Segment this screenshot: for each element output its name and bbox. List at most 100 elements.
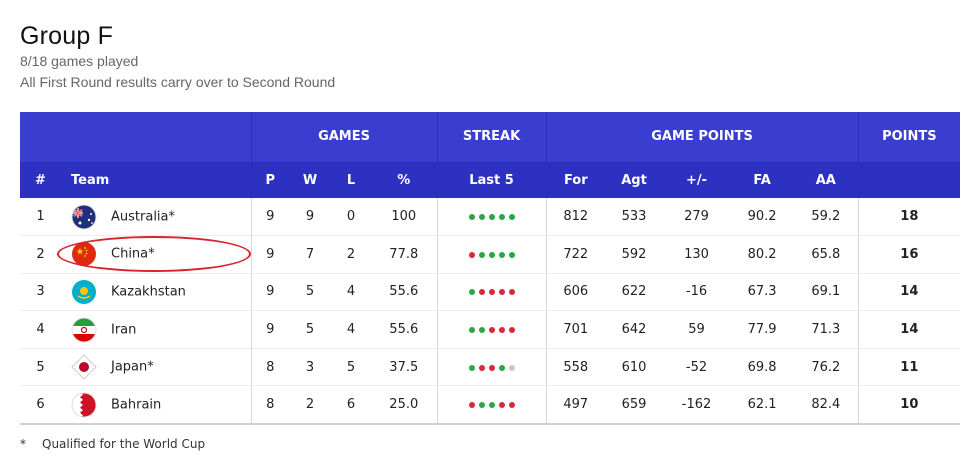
col-header-percent[interactable]: %: [371, 161, 438, 198]
fa-cell: 62.1: [730, 385, 795, 425]
japan-flag-icon: [71, 354, 97, 380]
rank-cell: 6: [20, 385, 61, 425]
team-cell[interactable]: Bahrain: [61, 385, 252, 425]
team-name[interactable]: Bahrain: [111, 397, 162, 413]
games-played-text: 8/18 games played: [20, 53, 139, 69]
played-cell: 9: [251, 235, 289, 274]
lost-cell: 0: [331, 198, 371, 237]
col-header-fa[interactable]: FA: [730, 161, 795, 198]
points-for-cell: 606: [546, 273, 606, 312]
table-row[interactable]: 2 China* 9 7 2 77.8 722 592 130 80.2 65.8 16: [20, 235, 961, 274]
column-header-row: # Team P W L % Last 5 For Agt +/- FA AA: [20, 161, 961, 198]
streak-cell: [437, 273, 547, 312]
col-header-points[interactable]: [858, 161, 961, 198]
win-dot: [508, 214, 515, 221]
win-dot: [508, 251, 515, 258]
loss-dot: [478, 289, 485, 296]
played-cell: 8: [251, 385, 289, 425]
team-name[interactable]: Kazakhstan: [111, 284, 186, 300]
group-header-points: POINTS: [858, 112, 961, 162]
played-cell: 9: [251, 273, 289, 312]
points-for-cell: 558: [546, 348, 606, 387]
table-row[interactable]: 1 Australia* 9 9 0 100 812 533 279 90.2 59.2 18: [20, 198, 961, 237]
points-for-cell: 722: [546, 235, 606, 274]
loss-dot: [508, 327, 515, 334]
col-header-last5[interactable]: Last 5: [437, 161, 547, 198]
loss-dot: [488, 364, 495, 371]
kazakhstan-flag-icon: [71, 279, 97, 305]
total-points-cell: 10: [858, 385, 961, 425]
team-name[interactable]: China*: [111, 246, 155, 262]
percent-cell: 25.0: [371, 385, 438, 425]
total-points-cell: 16: [858, 235, 961, 274]
col-header-played[interactable]: P: [251, 161, 289, 198]
col-header-lost[interactable]: L: [331, 161, 371, 198]
col-header-aa[interactable]: AA: [794, 161, 859, 198]
points-against-cell: 659: [605, 385, 664, 425]
loss-dot: [498, 327, 505, 334]
fa-cell: 80.2: [730, 235, 795, 274]
col-header-diff[interactable]: +/-: [663, 161, 731, 198]
table-row[interactable]: 5 Japan* 8 3 5 37.5 558 610 -52 69.8 76.2 11: [20, 348, 961, 387]
team-name[interactable]: Australia*: [111, 209, 176, 225]
col-header-team[interactable]: Team: [61, 161, 252, 198]
team-cell[interactable]: Japan*: [61, 348, 252, 387]
won-cell: 7: [289, 235, 331, 274]
rank-cell: 5: [20, 348, 61, 387]
win-dot: [488, 214, 495, 221]
points-against-cell: 622: [605, 273, 664, 312]
rank-cell: 3: [20, 273, 61, 312]
won-cell: 9: [289, 198, 331, 237]
no-game-dot: [508, 364, 515, 371]
table-row[interactable]: 3 Kazakhstan 9 5 4 55.6 606 622 -16 67.3 69.1 14: [20, 273, 961, 312]
team-cell[interactable]: Kazakhstan: [61, 273, 252, 312]
rank-cell: 1: [20, 198, 61, 237]
col-header-for[interactable]: For: [546, 161, 606, 198]
team-cell[interactable]: Australia*: [61, 198, 252, 237]
win-dot: [478, 327, 485, 334]
win-dot: [488, 402, 495, 409]
team-name[interactable]: Japan*: [111, 359, 154, 375]
lost-cell: 6: [331, 385, 371, 425]
lost-cell: 2: [331, 235, 371, 274]
won-cell: 5: [289, 310, 331, 349]
streak-cell: [437, 235, 547, 274]
win-dot: [468, 327, 475, 334]
points-for-cell: 701: [546, 310, 606, 349]
col-header-won[interactable]: W: [289, 161, 331, 198]
team-cell[interactable]: Iran: [61, 310, 252, 349]
australia-flag-icon: [71, 204, 97, 230]
aa-cell: 82.4: [794, 385, 859, 425]
win-dot: [498, 214, 505, 221]
table-row[interactable]: 6 Bahrain 8 2 6 25.0 497 659 -162 62.1 82.4 10: [20, 385, 961, 425]
standings-table: GAMES STREAK GAME POINTS POINTS # Team P…: [20, 112, 961, 425]
played-cell: 8: [251, 348, 289, 387]
team-cell[interactable]: China*: [61, 235, 252, 274]
point-diff-cell: 279: [663, 198, 731, 237]
bahrain-flag-icon: [71, 392, 97, 418]
footnote-symbol: *: [20, 437, 26, 451]
loss-dot: [468, 402, 475, 409]
rank-cell: 2: [20, 235, 61, 274]
loss-dot: [498, 402, 505, 409]
col-header-against[interactable]: Agt: [605, 161, 664, 198]
win-dot: [468, 289, 475, 296]
aa-cell: 69.1: [794, 273, 859, 312]
percent-cell: 100: [371, 198, 438, 237]
group-header-games: GAMES: [251, 112, 438, 162]
fa-cell: 77.9: [730, 310, 795, 349]
table-row[interactable]: 4 Iran 9 5 4 55.6 701 642 59 77.9 71.3 14: [20, 310, 961, 349]
fa-cell: 90.2: [730, 198, 795, 237]
loss-dot: [488, 289, 495, 296]
win-dot: [478, 214, 485, 221]
percent-cell: 55.6: [371, 310, 438, 349]
points-against-cell: 642: [605, 310, 664, 349]
point-diff-cell: -16: [663, 273, 731, 312]
win-dot: [468, 364, 475, 371]
team-name[interactable]: Iran: [111, 322, 137, 338]
group-header-row: GAMES STREAK GAME POINTS POINTS: [20, 112, 961, 162]
aa-cell: 65.8: [794, 235, 859, 274]
page-title: Group F: [20, 22, 114, 50]
col-header-rank[interactable]: #: [20, 161, 61, 198]
lost-cell: 4: [331, 310, 371, 349]
